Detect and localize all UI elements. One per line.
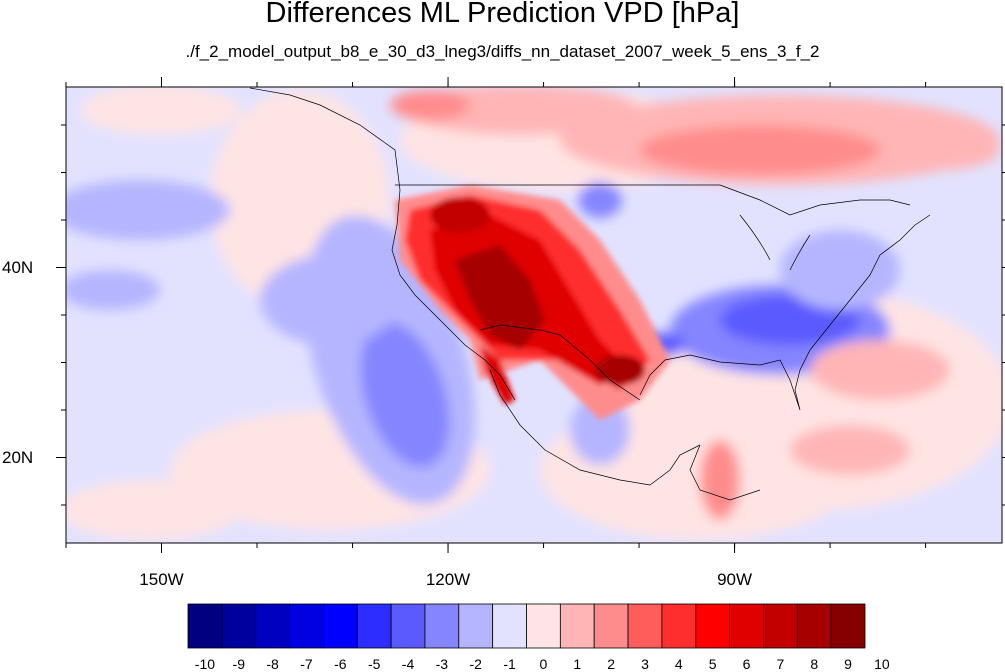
colorbar-label: -3 bbox=[435, 656, 449, 672]
colorbar-box bbox=[763, 603, 798, 649]
colorbar-label: 1 bbox=[573, 656, 582, 672]
colorbar-label: -1 bbox=[503, 656, 516, 672]
colorbar-label: -10 bbox=[194, 656, 216, 672]
map-field bbox=[66, 87, 1002, 543]
lat-tick-label: 40N bbox=[2, 257, 34, 277]
colorbar-box bbox=[356, 603, 392, 649]
colorbar-box bbox=[627, 603, 663, 649]
colorbar-label: -6 bbox=[334, 656, 347, 672]
colorbar-label: 10 bbox=[874, 656, 890, 672]
colorbar-label: -7 bbox=[300, 656, 313, 672]
axis-ticks bbox=[56, 77, 1005, 553]
map-subtitle: ./f_2_model_output_b8_e_30_d3_lneg3/diff… bbox=[185, 42, 820, 61]
colorbar-box bbox=[322, 603, 358, 649]
colorbar-label: 7 bbox=[776, 656, 785, 672]
colorbar-box bbox=[695, 603, 730, 649]
colorbar-box bbox=[729, 603, 764, 649]
colorbar-box bbox=[796, 603, 832, 649]
colorbar-label: 3 bbox=[641, 656, 649, 672]
colorbar-box bbox=[492, 603, 527, 649]
map-title: Differences ML Prediction VPD [hPa] bbox=[265, 0, 740, 29]
colorbar-label: 0 bbox=[539, 656, 548, 672]
map-boundaries bbox=[249, 87, 931, 501]
colorbar-label: -2 bbox=[469, 656, 482, 672]
colorbar-box bbox=[424, 603, 460, 649]
colorbar-box bbox=[187, 603, 223, 649]
colorbar-label: 5 bbox=[708, 656, 717, 672]
colorbar-box bbox=[390, 603, 426, 649]
colorbar-label: 8 bbox=[810, 656, 819, 672]
field-hot-region bbox=[395, 185, 670, 420]
colorbar-box bbox=[221, 603, 257, 649]
lon-tick-label: 90W bbox=[717, 570, 753, 589]
lon-tick-label: 120W bbox=[425, 570, 471, 589]
colorbar-label: 9 bbox=[844, 656, 852, 672]
colorbar-box bbox=[830, 603, 866, 649]
colorbar-label: -4 bbox=[401, 656, 415, 672]
colorbar-box bbox=[593, 603, 629, 649]
colorbar-label: -9 bbox=[232, 656, 245, 672]
colorbar-label: -8 bbox=[266, 656, 279, 672]
colorbar-box bbox=[526, 603, 561, 649]
colorbar-label: 6 bbox=[742, 656, 751, 672]
colorbar-box bbox=[661, 603, 697, 649]
colorbar-label: -5 bbox=[367, 656, 381, 672]
vpd-difference-map bbox=[56, 77, 1005, 553]
field-patches bbox=[66, 87, 1002, 540]
lon-tick-label: 150W bbox=[139, 570, 184, 589]
colorbar-label: 2 bbox=[607, 656, 616, 672]
colorbar-box bbox=[458, 603, 494, 649]
colorbar-label: 4 bbox=[674, 656, 683, 672]
lat-tick-label: 20N bbox=[2, 447, 34, 467]
colorbar-box bbox=[289, 603, 324, 649]
colorbar-box bbox=[559, 603, 595, 649]
colorbar-box bbox=[255, 603, 290, 649]
